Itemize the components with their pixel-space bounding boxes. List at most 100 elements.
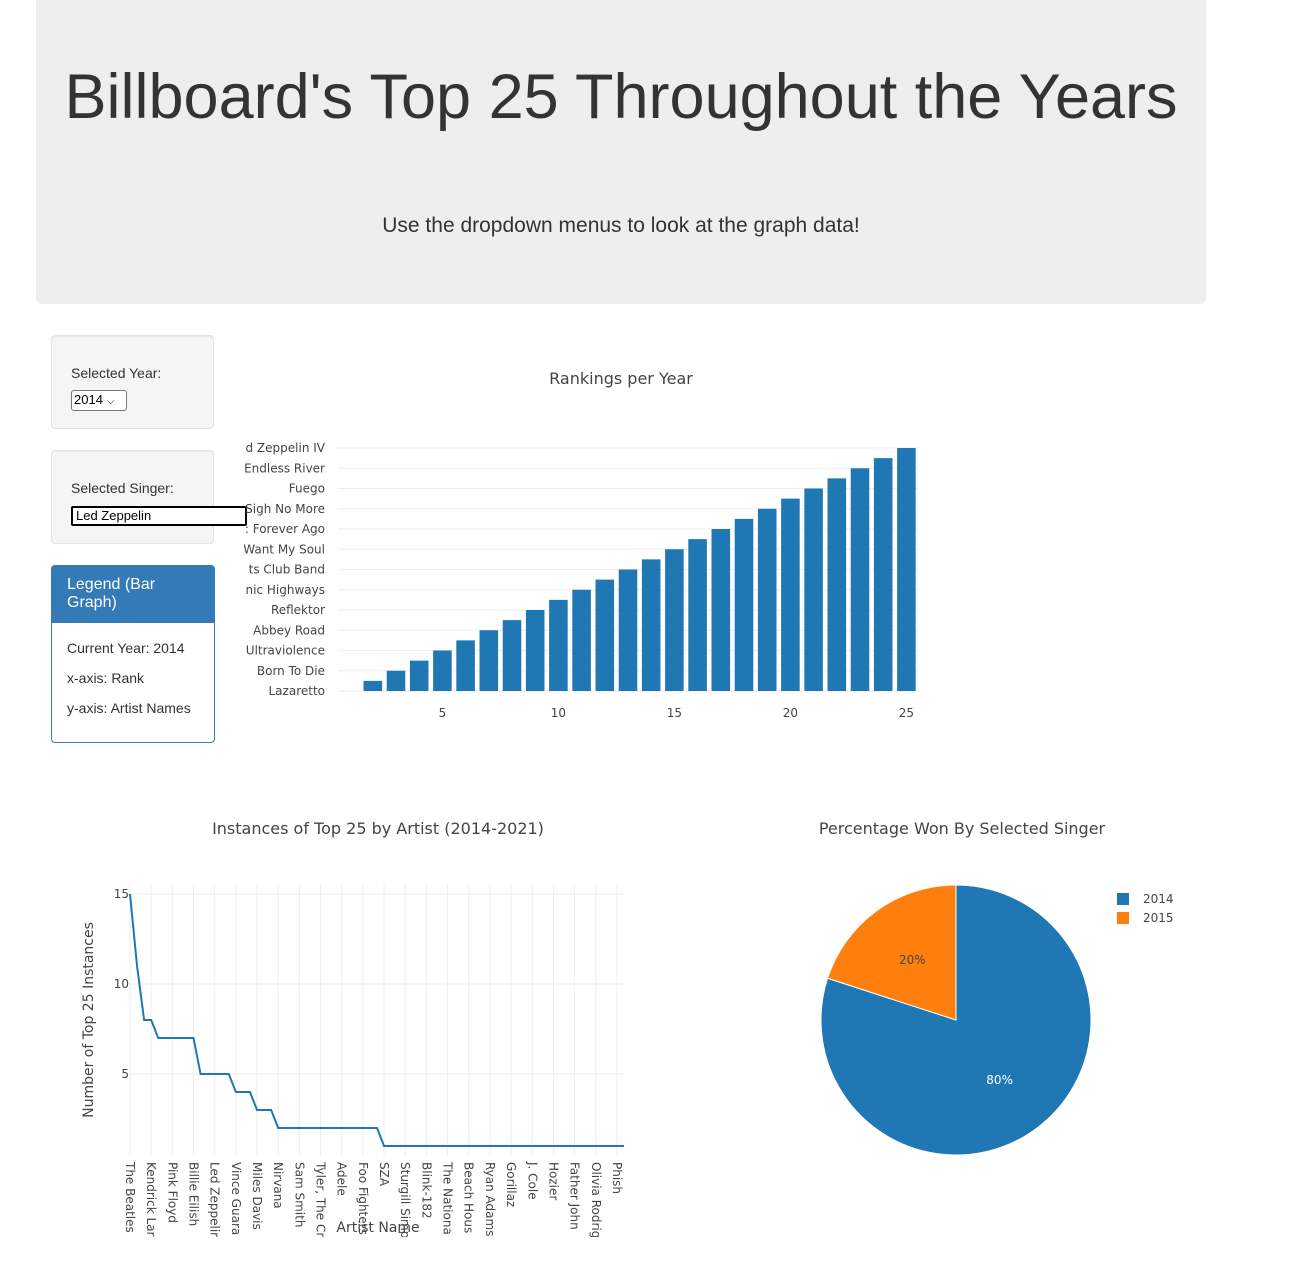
bar-y-tick-label: Reflektor (271, 603, 325, 617)
bar-mark (525, 610, 545, 691)
pie-legend-swatch (1117, 912, 1129, 924)
bar-y-tick-label: Ultraviolence (246, 644, 325, 658)
bar-mark (804, 488, 823, 691)
bar-mark (502, 620, 522, 691)
bar-mark (409, 660, 429, 691)
bar-mark (386, 670, 406, 691)
bar-mark (479, 630, 499, 691)
line-x-tick-label: Pink Floyd (165, 1162, 179, 1223)
pie-slice (826, 884, 957, 1021)
pie-legend-label: 2015 (1143, 911, 1174, 925)
bar-x-tick-label: 25 (899, 706, 914, 720)
legend-y-axis: y-axis: Artist Names (67, 700, 191, 716)
bar-legend-heading: Legend (Bar Graph) (52, 566, 214, 623)
rankings-bar-chart: Rankings per Year Lazaretto Born To Die Ul… (243, 369, 918, 720)
legend-current-year: Current Year: 2014 (67, 640, 185, 656)
pie-chart-title: Percentage Won By Selected Singer (819, 819, 1106, 838)
bar-mark (665, 549, 684, 691)
line-x-tick-label: Father John (568, 1162, 582, 1230)
pie-legend-swatch (1117, 893, 1129, 905)
bar-y-tick-label: ts Club Band (249, 563, 325, 577)
bar-mark (363, 680, 383, 691)
page-title: Billboard's Top 25 Throughout the Years (64, 62, 1178, 132)
header-jumbotron: Billboard's Top 25 Throughout the Years … (36, 0, 1206, 304)
line-chart-title: Instances of Top 25 by Artist (2014-2021… (212, 819, 544, 838)
bar-y-tick-label: Abbey Road (253, 623, 325, 637)
line-x-tick-label: Hozier (546, 1162, 560, 1200)
bar-legend-panel: Legend (Bar Graph) Current Year: 2014 x-… (51, 565, 215, 743)
line-x-tick-label: Nirvana (271, 1162, 285, 1209)
bar-x-tick-label: 10 (551, 706, 566, 720)
line-y-tick-label: 5 (121, 1067, 129, 1081)
bar-y-tick-label: Want My Soul (243, 542, 325, 556)
line-x-tick-label: Miles Davis (250, 1162, 264, 1230)
page-subtitle: Use the dropdown menus to look at the gr… (382, 214, 860, 237)
bar-y-tick-label: nic Highways (246, 583, 325, 597)
bar-mark (572, 589, 591, 691)
line-x-tick-label: Kendrick Lar (144, 1162, 158, 1237)
line-chart-xlabel: Artist Name (336, 1220, 419, 1236)
bar-chart-title: Rankings per Year (549, 369, 693, 388)
bar-x-tick-label: 15 (667, 706, 682, 720)
bar-mark (897, 448, 916, 691)
bar-mark (433, 650, 452, 691)
line-x-tick-label: The Beatles (123, 1161, 137, 1233)
legend-x-axis: x-axis: Rank (67, 670, 145, 686)
line-x-tick-label: Foo Fighters (356, 1162, 370, 1235)
year-dropdown-value: 2014 (74, 392, 103, 407)
line-x-tick-label: Led Zeppelir (208, 1162, 222, 1237)
line-x-tick-label: Beach Hous (462, 1162, 476, 1233)
bar-y-tick-label: Fuego (289, 482, 325, 496)
bar-mark (850, 468, 870, 691)
line-x-tick-label: Sturgill Simp (398, 1162, 412, 1238)
line-x-tick-label: Phish (610, 1162, 624, 1194)
singer-dropdown-value: Led Zeppelin (76, 508, 152, 523)
bar-mark (618, 569, 638, 691)
bar-x-tick-label: 5 (439, 706, 447, 720)
line-x-tick-label: Sam Smith (292, 1162, 306, 1227)
bar-mark (873, 458, 893, 691)
line-x-tick-label: The Nationa (441, 1161, 455, 1235)
line-x-tick-label: Billie Eilish (187, 1162, 201, 1226)
line-x-tick-label: Tyler, The Cr (314, 1161, 328, 1237)
year-dropdown[interactable]: 2014 ⌵ (71, 390, 127, 411)
line-y-tick-label: 10 (114, 977, 129, 991)
bar-mark (734, 518, 754, 691)
bar-mark (641, 559, 661, 691)
line-x-tick-label: J. Cole (525, 1161, 539, 1200)
line-x-tick-label: Ryan Adams (483, 1162, 497, 1236)
line-x-tick-label: Blink-182 (419, 1162, 433, 1219)
percentage-pie-chart: Percentage Won By Selected Singer 80% 20%… (819, 819, 1174, 1156)
bar-x-tick-label: 20 (783, 706, 798, 720)
year-label: Selected Year: (71, 365, 162, 381)
line-x-tick-label: Gorillaz (504, 1162, 518, 1207)
line-y-tick-label: 15 (114, 887, 129, 901)
year-select-well: Selected Year: 2014 ⌵ (51, 335, 214, 429)
bar-mark (781, 498, 800, 691)
bar-y-tick-label: Born To Die (257, 664, 325, 678)
bar-mark (757, 508, 777, 691)
singer-dropdown[interactable]: Led Zeppelin (71, 506, 247, 526)
line-x-tick-label: Vince Guara (229, 1162, 243, 1235)
bar-mark (827, 478, 847, 691)
bar-y-tick-label: Lazaretto (269, 684, 326, 698)
bar-y-tick-label: d Zeppelin IV (246, 441, 326, 455)
line-series (129, 893, 624, 1147)
bar-mark (549, 599, 568, 691)
bar-mark (711, 529, 731, 691)
line-x-tick-label: Adele (335, 1162, 349, 1196)
line-x-tick-label: Olivia Rodrig (589, 1162, 603, 1238)
line-x-tick-label: SZA (377, 1162, 391, 1187)
bar-mark (456, 640, 475, 691)
bar-y-tick-label: Endless River (244, 461, 325, 475)
chevron-down-icon: ⌵ (106, 396, 115, 407)
bar-y-tick-label: : Forever Ago (245, 522, 325, 536)
singer-label: Selected Singer: (71, 480, 174, 496)
pie-slice-label: 80% (986, 1073, 1013, 1087)
bar-mark (688, 539, 707, 691)
singer-select-well: Selected Singer: Led Zeppelin (51, 450, 247, 544)
pie-slice (820, 884, 1092, 1156)
bar-mark (595, 579, 615, 691)
line-chart-ylabel: Number of Top 25 Instances (81, 922, 97, 1118)
pie-slice-label: 20% (899, 953, 926, 967)
